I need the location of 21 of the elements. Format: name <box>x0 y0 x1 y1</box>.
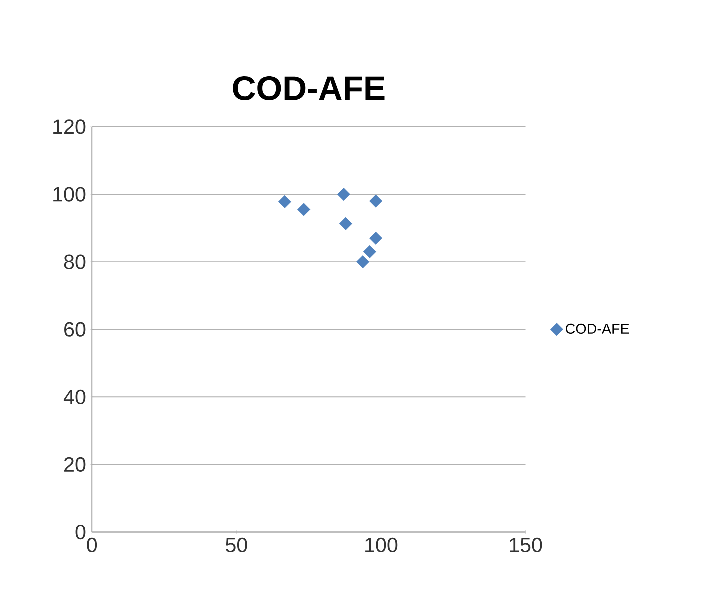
y-tick-label: 20 <box>64 458 86 472</box>
x-tick-label: 50 <box>226 538 248 553</box>
y-tick-label: 40 <box>64 390 86 405</box>
point <box>297 203 311 216</box>
point <box>339 217 352 231</box>
x-tick-label: 100 <box>366 538 398 553</box>
y-tick-label: 80 <box>64 254 86 270</box>
point <box>369 232 383 246</box>
point <box>369 194 383 208</box>
point <box>278 196 292 209</box>
y-tick-label: 60 <box>64 322 86 338</box>
point <box>337 188 350 202</box>
y-tick-label: 100 <box>54 187 86 202</box>
x-tick-label: 150 <box>510 538 542 553</box>
point <box>363 246 376 259</box>
x-tick-label: 0 <box>87 538 98 553</box>
point <box>356 256 370 269</box>
chart-title: COD-AFE <box>233 76 385 101</box>
y-tick-label: 120 <box>54 120 86 134</box>
legend-label: COD-AFE <box>566 324 630 334</box>
y-tick-label: 0 <box>76 525 86 540</box>
